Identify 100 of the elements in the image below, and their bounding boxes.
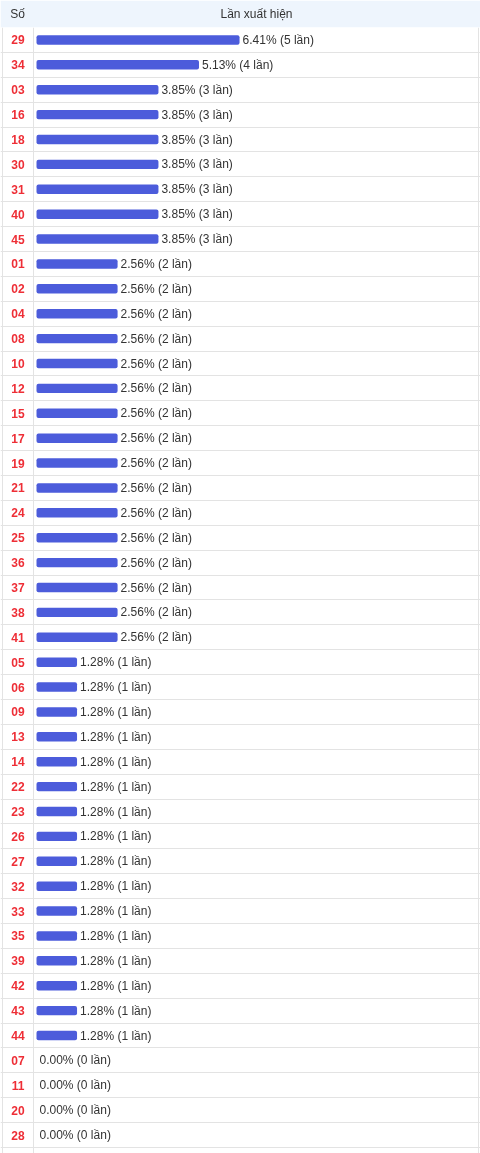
data-label: 0.00% (0 lần) bbox=[39, 1128, 111, 1143]
y-axis-title: Số bbox=[10, 6, 26, 21]
data-label: 1.28% (1 lần) bbox=[80, 953, 152, 968]
y-tick-label: 41 bbox=[11, 630, 25, 645]
data-label: 1.28% (1 lần) bbox=[80, 729, 152, 744]
data-label: 3.85% (3 lần) bbox=[161, 207, 233, 222]
data-label: 2.56% (2 lần) bbox=[120, 356, 192, 371]
y-tick-label: 14 bbox=[11, 755, 25, 770]
data-label: 1.28% (1 lần) bbox=[80, 829, 152, 844]
bar bbox=[36, 557, 118, 568]
bar bbox=[36, 856, 78, 867]
bar bbox=[36, 284, 118, 294]
bar bbox=[36, 109, 159, 120]
bar bbox=[36, 383, 118, 394]
y-tick-label: 15 bbox=[11, 406, 25, 421]
y-tick-label: 09 bbox=[11, 705, 25, 720]
data-label: 2.56% (2 lần) bbox=[120, 505, 192, 520]
bar bbox=[36, 831, 78, 842]
bar bbox=[36, 956, 78, 966]
y-tick-label: 44 bbox=[11, 1029, 25, 1043]
data-label: 0.00% (0 lần) bbox=[39, 1103, 111, 1118]
data-label: 3.85% (3 lần) bbox=[161, 132, 233, 147]
y-tick-label: 06 bbox=[11, 680, 25, 695]
y-tick-label: 19 bbox=[11, 456, 25, 471]
data-label: 5.13% (4 lần) bbox=[202, 57, 274, 72]
bar bbox=[36, 458, 118, 468]
data-label: 1.28% (1 lần) bbox=[80, 1003, 152, 1018]
y-tick-label: 13 bbox=[11, 730, 25, 745]
bar bbox=[36, 308, 118, 319]
y-tick-label: 01 bbox=[11, 257, 25, 272]
bar bbox=[36, 483, 118, 493]
y-tick-label: 37 bbox=[11, 581, 25, 595]
bar bbox=[36, 931, 78, 941]
data-label: 2.56% (2 lần) bbox=[120, 406, 192, 421]
y-tick-label: 21 bbox=[11, 481, 25, 496]
data-label: 2.56% (2 lần) bbox=[120, 555, 192, 570]
data-label: 1.28% (1 lần) bbox=[80, 779, 152, 794]
data-label: 1.28% (1 lần) bbox=[80, 904, 152, 919]
data-label: 0.00% (0 lần) bbox=[39, 1053, 111, 1068]
y-tick-label: 39 bbox=[11, 954, 25, 969]
data-label: 2.56% (2 lần) bbox=[120, 456, 192, 471]
y-tick-label: 38 bbox=[11, 605, 25, 620]
bar bbox=[36, 906, 78, 916]
y-tick-label: 23 bbox=[11, 805, 25, 819]
y-tick-label: 31 bbox=[11, 182, 25, 197]
data-label: 1.28% (1 lần) bbox=[80, 754, 152, 769]
y-tick-label: 30 bbox=[11, 157, 25, 172]
bar bbox=[36, 582, 118, 593]
data-label: 2.56% (2 lần) bbox=[120, 580, 192, 595]
x-axis-title: Lần xuất hiện bbox=[220, 6, 293, 21]
y-tick-label: 40 bbox=[11, 207, 25, 222]
data-label: 1.28% (1 lần) bbox=[80, 704, 152, 719]
bar bbox=[36, 881, 78, 891]
y-tick-label: 33 bbox=[11, 904, 25, 919]
y-tick-label: 16 bbox=[11, 108, 25, 123]
y-tick-label: 45 bbox=[11, 232, 25, 247]
y-tick-label: 12 bbox=[11, 381, 25, 396]
bar bbox=[36, 508, 118, 518]
data-label: 2.56% (2 lần) bbox=[120, 256, 192, 271]
bar bbox=[36, 806, 78, 817]
y-tick-label: 42 bbox=[11, 979, 25, 994]
data-label: 3.85% (3 lần) bbox=[161, 232, 233, 247]
y-tick-label: 24 bbox=[11, 506, 25, 521]
y-tick-label: 20 bbox=[11, 1103, 25, 1118]
bar bbox=[36, 657, 78, 667]
data-label: 2.56% (2 lần) bbox=[120, 431, 192, 446]
data-label: 3.85% (3 lần) bbox=[161, 157, 233, 172]
data-label: 2.56% (2 lần) bbox=[120, 605, 192, 620]
bar bbox=[36, 756, 78, 767]
data-label: 2.56% (2 lần) bbox=[120, 281, 192, 296]
bar bbox=[36, 781, 78, 792]
y-tick-label: 03 bbox=[11, 83, 25, 98]
y-tick-label: 29 bbox=[11, 33, 25, 48]
data-label: 1.28% (1 lần) bbox=[80, 854, 152, 869]
data-label: 1.28% (1 lần) bbox=[80, 1028, 152, 1043]
data-label: 1.28% (1 lần) bbox=[80, 928, 152, 943]
bar bbox=[36, 358, 118, 369]
bar bbox=[36, 532, 118, 543]
data-label: 2.56% (2 lần) bbox=[120, 530, 192, 545]
data-label: 3.85% (3 lần) bbox=[161, 182, 233, 197]
data-label: 3.85% (3 lần) bbox=[161, 82, 233, 97]
data-label: 1.28% (1 lần) bbox=[80, 655, 152, 670]
y-tick-label: 04 bbox=[11, 307, 25, 322]
y-tick-label: 22 bbox=[11, 780, 25, 795]
bar bbox=[36, 732, 78, 742]
data-label: 2.56% (2 lần) bbox=[120, 480, 192, 495]
y-tick-label: 34 bbox=[11, 58, 25, 73]
bar bbox=[36, 433, 118, 443]
data-label: 6.41% (5 lần) bbox=[242, 32, 314, 47]
data-label: 3.85% (3 lần) bbox=[161, 107, 233, 122]
y-tick-label: 08 bbox=[11, 332, 25, 347]
bar bbox=[36, 682, 78, 692]
y-tick-label: 25 bbox=[11, 531, 25, 546]
bar bbox=[36, 234, 159, 244]
y-tick-label: 11 bbox=[11, 1078, 25, 1093]
y-tick-label: 28 bbox=[11, 1128, 25, 1143]
data-label: 2.56% (2 lần) bbox=[120, 381, 192, 396]
y-tick-label: 35 bbox=[11, 929, 25, 944]
y-tick-label: 10 bbox=[11, 357, 25, 371]
bar bbox=[36, 607, 118, 618]
